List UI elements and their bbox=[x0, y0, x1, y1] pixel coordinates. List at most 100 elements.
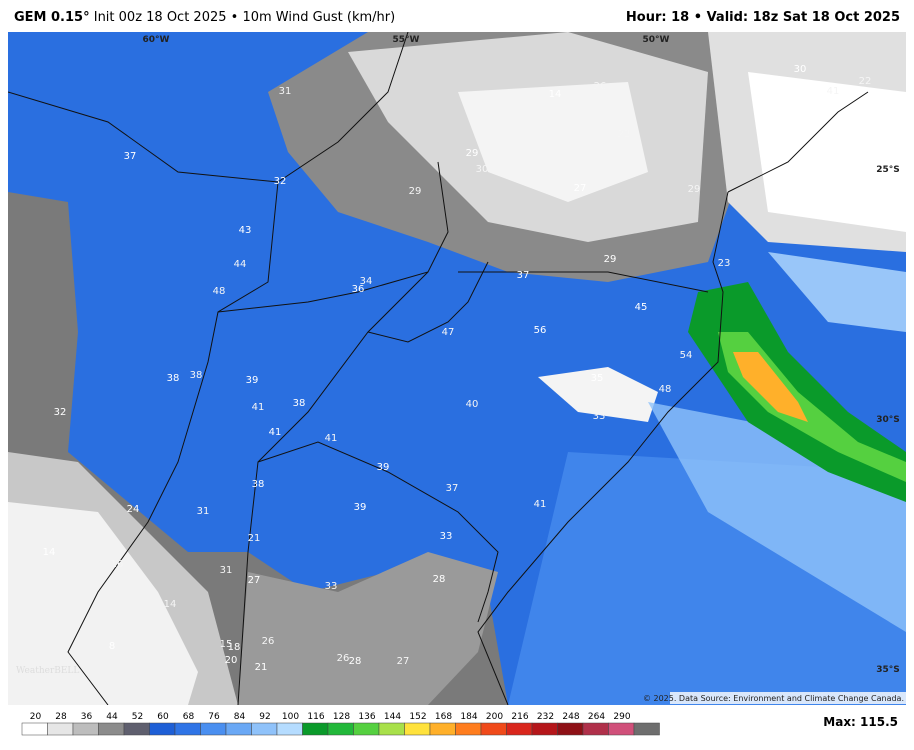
point-value: 37 bbox=[517, 270, 530, 281]
point-value: 38 bbox=[252, 479, 265, 490]
graticule-label: 35°S bbox=[876, 665, 900, 675]
legend-tick: 200 bbox=[486, 712, 503, 722]
point-value: 29 bbox=[604, 254, 617, 265]
point-value: 22 bbox=[859, 76, 872, 87]
point-value: 21 bbox=[248, 533, 261, 544]
point-value: 31 bbox=[220, 565, 233, 576]
max-value: Max: 115.5 bbox=[823, 715, 898, 729]
point-value: 41 bbox=[827, 86, 840, 97]
point-value: 45 bbox=[635, 302, 648, 313]
legend-tick: 152 bbox=[409, 712, 426, 722]
legend-tick: 68 bbox=[183, 712, 195, 722]
legend-tick: 116 bbox=[307, 712, 324, 722]
point-value: 23 bbox=[618, 129, 631, 140]
point-value: 14 bbox=[43, 547, 56, 558]
point-value: 32 bbox=[54, 407, 67, 418]
point-value: 40 bbox=[466, 399, 479, 410]
point-value: 15 bbox=[220, 639, 233, 650]
point-value: 37 bbox=[446, 483, 459, 494]
point-value: 27 bbox=[574, 183, 587, 194]
credit: © 2025. Data Source: Environment and Cli… bbox=[643, 694, 904, 703]
point-value: 41 bbox=[269, 427, 282, 438]
point-value: 36 bbox=[352, 284, 365, 295]
point-value: 24 bbox=[127, 504, 140, 515]
point-value: 26 bbox=[337, 653, 350, 664]
legend-tick: 216 bbox=[511, 712, 528, 722]
color-swatch bbox=[225, 722, 252, 736]
point-value: 31 bbox=[279, 86, 292, 97]
point-value: 37 bbox=[124, 151, 137, 162]
colorbar: 20 28 36 44 52 60 68 76 84 92 100 116 128 136 144 152 16… bbox=[21, 712, 660, 736]
color-swatch bbox=[47, 722, 74, 736]
point-value: 33 bbox=[593, 411, 606, 422]
legend-tick: 20 bbox=[30, 712, 42, 722]
color-swatch bbox=[557, 722, 584, 736]
point-value: 34 bbox=[360, 276, 373, 287]
graticule-label: 25°S bbox=[876, 165, 900, 175]
color-swatch bbox=[98, 722, 125, 736]
header-right: Hour: 18 • Valid: 18z Sat 18 Oct 2025 bbox=[625, 10, 900, 25]
point-value: 44 bbox=[234, 259, 247, 270]
point-value: 48 bbox=[659, 384, 672, 395]
point-value: 27 bbox=[248, 575, 261, 586]
color-swatch bbox=[582, 722, 609, 736]
color-swatch bbox=[123, 722, 150, 736]
color-swatch bbox=[21, 722, 48, 736]
legend-tick: 232 bbox=[537, 712, 554, 722]
color-swatch bbox=[276, 722, 303, 736]
point-value: 38 bbox=[293, 398, 306, 409]
header-left: GEM 0.15° Init 00z 18 Oct 2025 • 10m Win… bbox=[14, 10, 395, 25]
point-value: 30 bbox=[794, 64, 807, 75]
color-swatch bbox=[404, 722, 431, 736]
point-value: 39 bbox=[377, 462, 390, 473]
point-value: 14 bbox=[549, 89, 562, 100]
run-info: Init 00z 18 Oct 2025 • 10m Wind Gust (km… bbox=[93, 10, 396, 25]
point-value: 28 bbox=[349, 656, 362, 667]
color-swatch bbox=[429, 722, 456, 736]
color-swatch bbox=[531, 722, 558, 736]
color-swatch bbox=[200, 722, 227, 736]
point-value: 27 bbox=[397, 656, 410, 667]
legend-tick: 60 bbox=[157, 712, 169, 722]
color-swatch bbox=[327, 722, 354, 736]
legend-tick: 290 bbox=[613, 712, 630, 722]
point-value: 38 bbox=[190, 370, 203, 381]
point-value: 8 bbox=[109, 641, 115, 652]
point-value: 35 bbox=[591, 373, 604, 384]
legend-tick: 36 bbox=[81, 712, 93, 722]
color-swatch bbox=[455, 722, 482, 736]
point-value: 39 bbox=[354, 502, 367, 513]
point-value: 28 bbox=[433, 574, 446, 585]
graticule-label: 60°W bbox=[143, 35, 170, 45]
logo: WeatherBELL bbox=[16, 666, 79, 676]
point-value: 41 bbox=[252, 402, 265, 413]
point-value: 54 bbox=[680, 350, 693, 361]
graticule-label: 55°W bbox=[393, 35, 420, 45]
legend-tick: 264 bbox=[588, 712, 605, 722]
point-value: 38 bbox=[167, 373, 180, 384]
legend-tick: 28 bbox=[55, 712, 67, 722]
color-swatch bbox=[633, 722, 660, 736]
point-value: 41 bbox=[816, 90, 829, 101]
color-swatch bbox=[174, 722, 201, 736]
model: GEM 0.15° bbox=[14, 10, 90, 25]
legend-tick: 76 bbox=[208, 712, 220, 722]
wind-field bbox=[8, 32, 906, 705]
point-value: 26 bbox=[594, 81, 607, 92]
point-value: 43 bbox=[239, 225, 252, 236]
legend-tick: 128 bbox=[333, 712, 350, 722]
color-swatch bbox=[378, 722, 405, 736]
color-swatch bbox=[302, 722, 329, 736]
point-value: 18 bbox=[228, 642, 241, 653]
color-swatch bbox=[506, 722, 533, 736]
point-value: 33 bbox=[440, 531, 453, 542]
point-value: 26 bbox=[262, 636, 275, 647]
point-value: 56 bbox=[534, 325, 547, 336]
point-value: 33 bbox=[325, 581, 338, 592]
point-value: 48 bbox=[213, 286, 226, 297]
legend-tick: 248 bbox=[562, 712, 579, 722]
point-value: 14 bbox=[164, 599, 177, 610]
point-value: 20 bbox=[225, 655, 238, 666]
point-value: 32 bbox=[274, 176, 287, 187]
point-value: 21 bbox=[255, 662, 268, 673]
